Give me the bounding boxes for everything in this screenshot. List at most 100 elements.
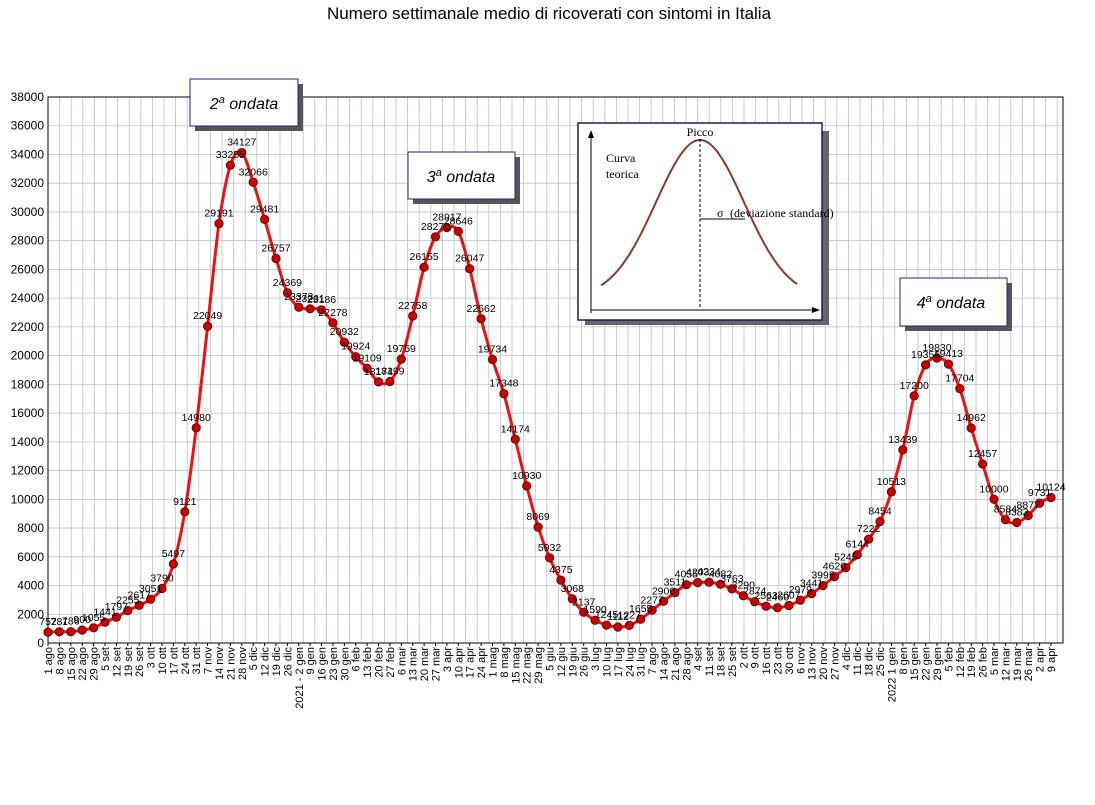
data-label: 1590 [583,604,607,616]
data-label: 9731 [1028,487,1052,499]
data-label: 8454 [868,506,892,518]
x-tick-label: 22 ago [77,647,89,681]
x-tick-label: 9 ott [750,647,762,668]
data-point [761,601,771,611]
data-label: 2460 [766,592,790,604]
data-label: 17704 [945,373,974,385]
x-tick-label: 18 dic [864,647,876,677]
x-tick-label: 26 dic [282,647,294,677]
x-tick-label: 27 mar [431,647,443,682]
data-label: 4375 [549,564,573,576]
data-label: 3051 [139,583,163,595]
data-point [932,353,942,363]
data-label: 8383 [1005,507,1029,519]
data-point [225,160,235,170]
data-label: 23373 [284,291,313,303]
x-tick-label: 19 mar [1012,647,1024,682]
data-point [100,617,110,627]
x-tick-label: 8 mag [499,647,511,678]
data-label: 14962 [957,412,986,424]
x-tick-label: 10 ott [157,647,169,675]
data-point [191,423,201,433]
wave4-number: 4 [917,295,926,312]
x-tick-label: 15 gen [909,647,921,681]
data-label: 2617 [128,589,152,601]
x-tick-label: 12 giu [556,647,568,677]
y-tick-label: 14000 [11,435,45,449]
wave3-annotation: 3a ondata [407,151,520,204]
x-tick-label: 19 dic [271,647,283,677]
x-tick-label: 28 nov [237,647,249,681]
data-point [1023,510,1033,521]
x-tick-label: 22 mag [522,647,534,684]
data-label: 18174 [364,366,393,378]
data-point [146,594,156,604]
series-markers [43,148,1056,637]
y-axis-ticks: 0 2000 4000 6000 8000 10000 12000 14000 16000 180… [11,90,45,650]
x-tick-label: 2 apr [1035,647,1047,672]
data-point [453,226,463,236]
x-tick-label: 10 lug [602,647,614,677]
wave2-number: 2 [209,96,219,113]
data-point [556,575,566,585]
inset-theoretical-curve: Picco Curva teorica σ (deviazione standa… [577,122,834,325]
x-tick-label: 1 mag [488,647,500,678]
data-point [408,311,418,321]
x-tick-label: 4 set [693,647,705,671]
x-tick-label: 19 set [123,647,135,677]
data-point [419,262,429,272]
y-tick-label: 10000 [11,492,45,506]
x-tick-label: 23 gen [328,647,340,681]
data-point [579,607,589,617]
data-point [601,620,612,630]
x-tick-label: 6 nov [795,647,807,674]
data-label: 29191 [204,208,233,220]
wave4-annotation: 4a ondata [899,277,1012,331]
x-tick-label: 11 set [704,647,716,676]
x-tick-label: 5 dic [248,647,260,671]
x-tick-label: 20 nov [818,647,830,681]
data-point [784,600,794,611]
x-tick-label: 9 gen [305,647,317,675]
data-label: 3290 [732,580,756,592]
data-label: 1227 [618,609,642,621]
data-point [522,481,532,491]
inset-y-arrow [588,130,594,138]
data-point [567,594,577,604]
data-point [1046,492,1056,503]
data-point [829,571,840,582]
data-label: 24369 [273,277,302,289]
data-point [955,383,965,394]
x-tick-label: 25 set [727,647,739,677]
data-point [693,577,703,588]
plot-area: 0 2000 4000 6000 8000 10000 12000 14000 16000 180… [11,90,1066,709]
data-label: 1112 [607,611,629,623]
wave2-annotation: 2a ondata [189,78,303,131]
data-point [248,177,258,187]
data-point [1000,515,1011,525]
x-tick-label: 5 feb [943,647,955,671]
data-label: 3441 [800,578,824,590]
data-point [66,627,76,637]
data-point [214,219,224,229]
x-tick-label: 30 ott [784,647,796,675]
data-point [294,302,304,312]
x-tick-label: 8 gen [898,647,910,675]
x-tick-label: 20 feb [374,647,386,678]
data-label: 7222 [857,523,881,535]
x-tick-label: 31 lug [636,647,648,677]
data-point [898,445,908,455]
data-label: 26155 [409,251,438,263]
x-tick-label: 8 ago [54,647,66,675]
data-point [841,562,851,573]
data-label: 14980 [182,412,211,424]
data-point [636,614,646,624]
wave2-sup: a [219,94,225,106]
y-tick-label: 36000 [11,119,45,133]
plot-border [47,96,1064,644]
wave3-sup: a [436,167,442,179]
data-label: 4055 [675,569,699,581]
y-tick-label: 4000 [17,579,44,593]
x-tick-label: 15 mag [510,647,522,684]
